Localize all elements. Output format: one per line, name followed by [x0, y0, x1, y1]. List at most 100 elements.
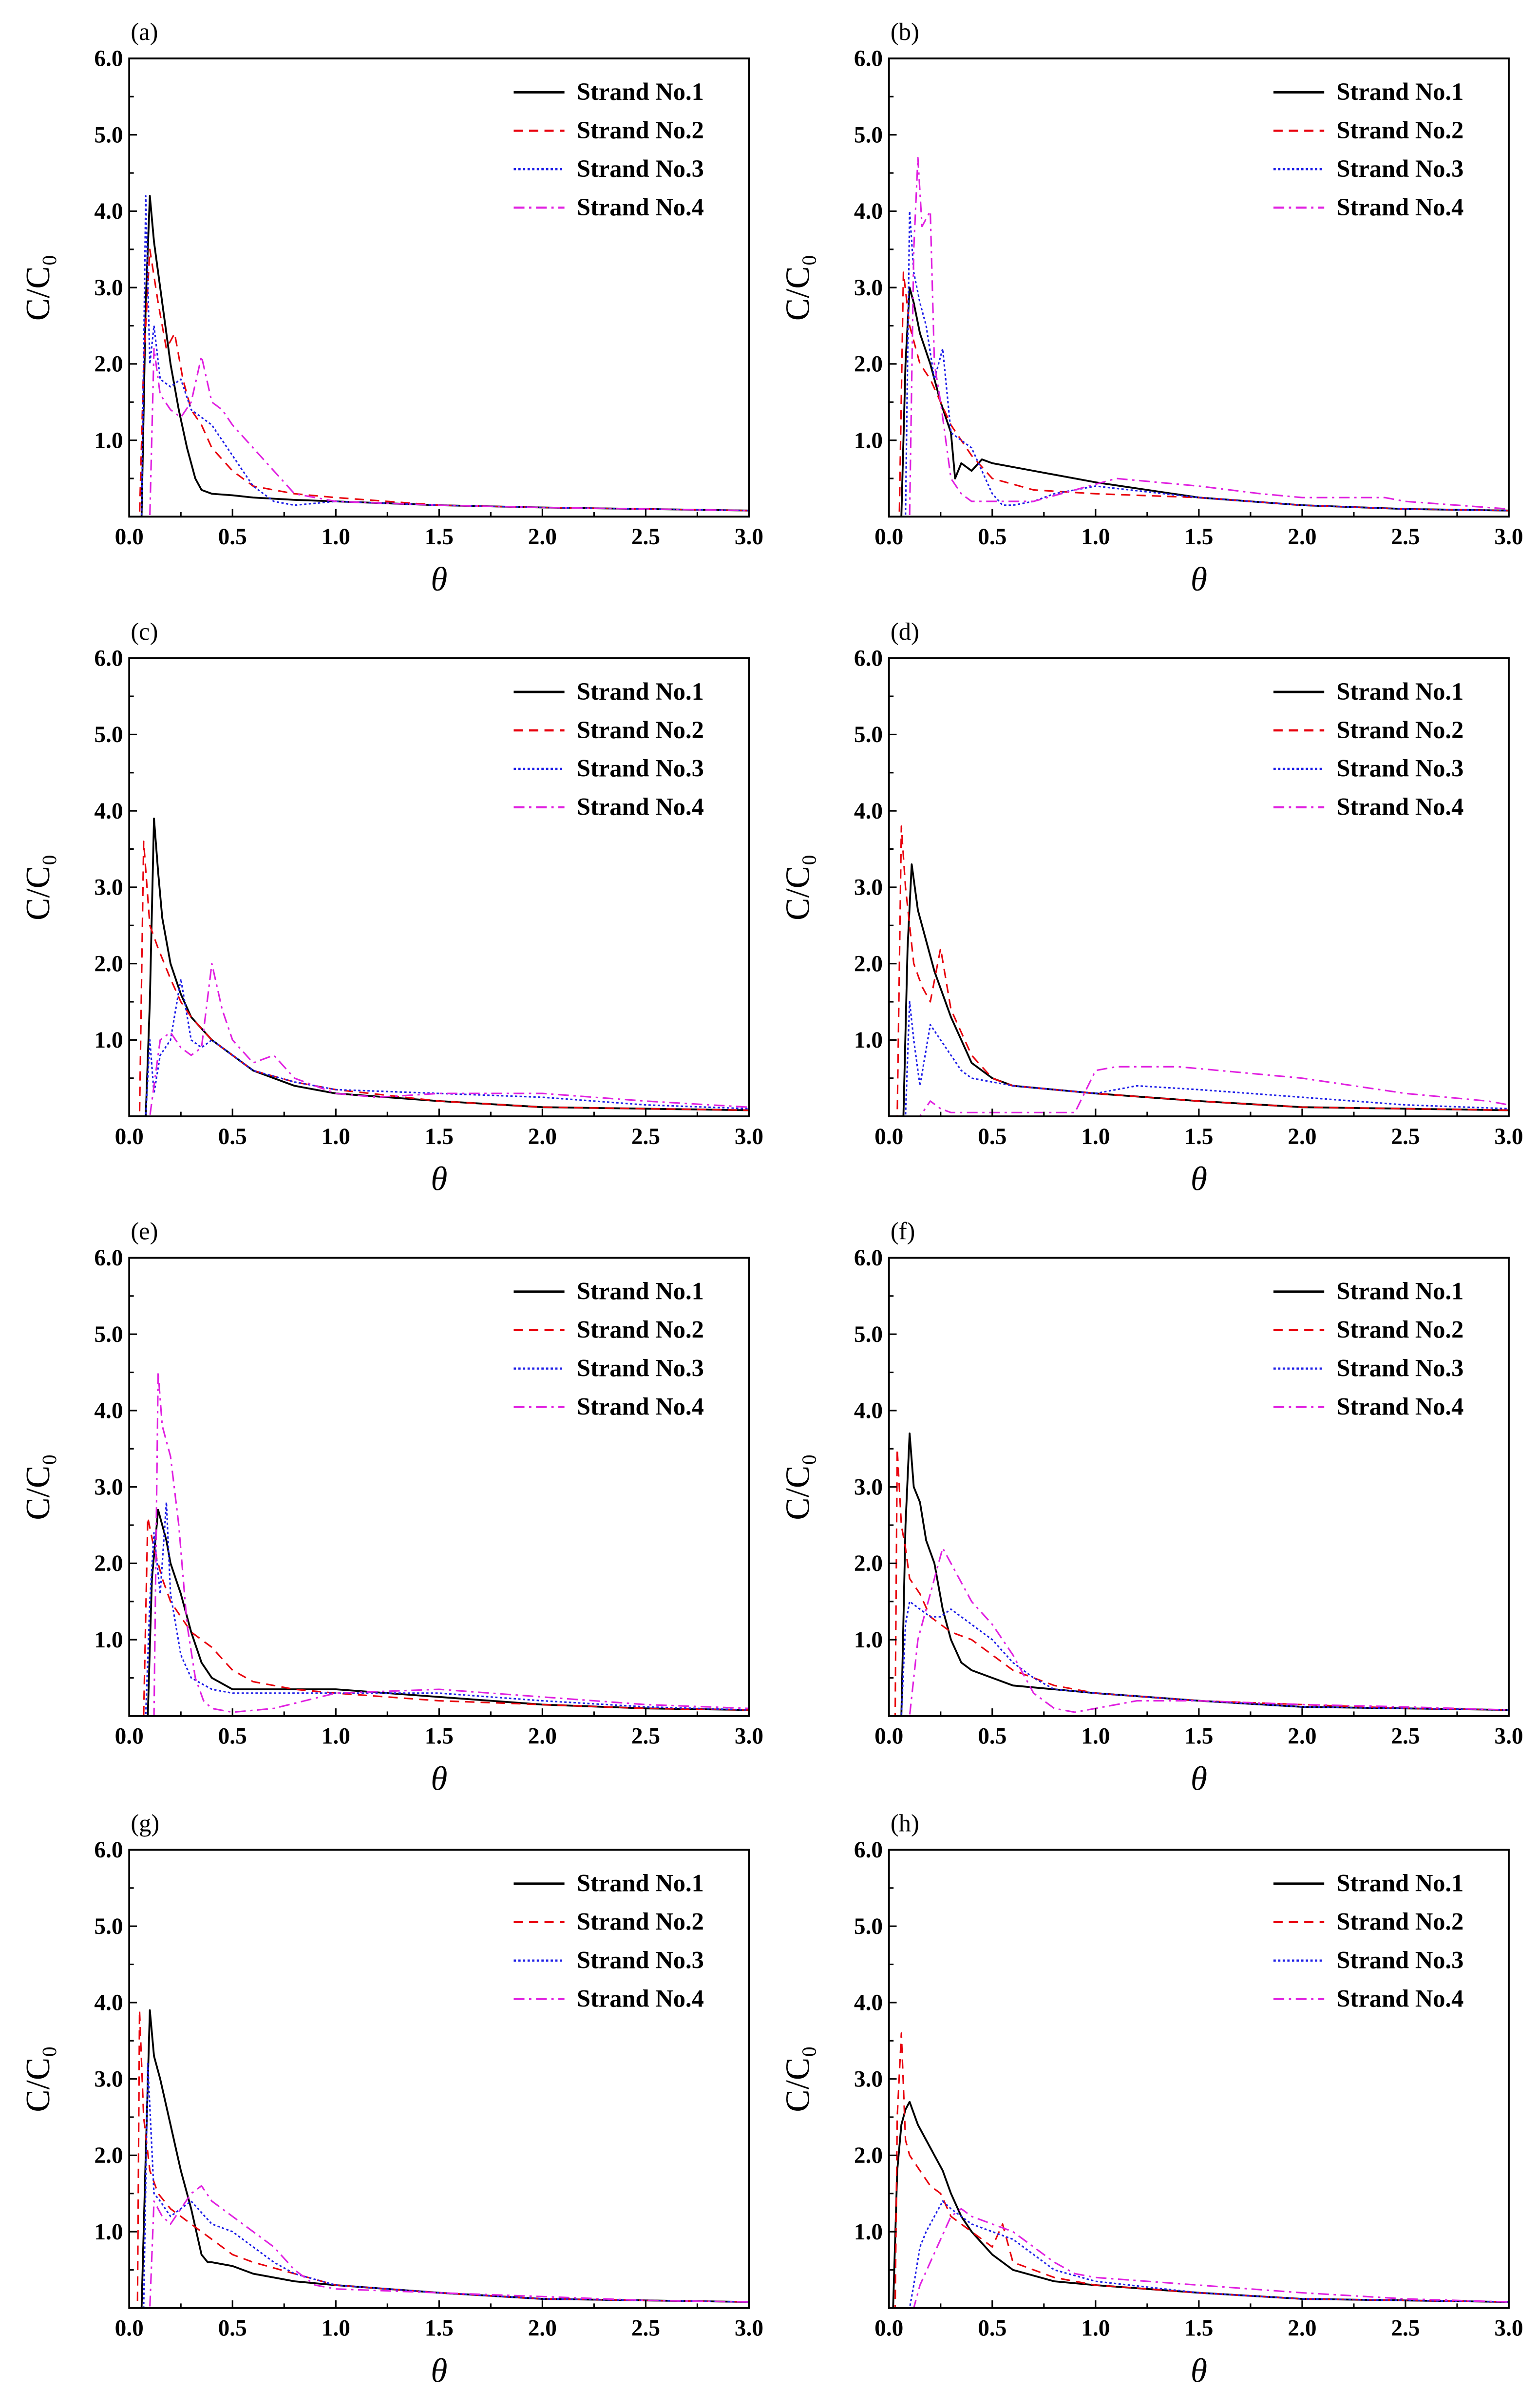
legend-label-3: Strand No.3 — [1336, 155, 1463, 182]
series-line-1 — [129, 817, 749, 1117]
y-tick-label: 3.0 — [854, 1474, 883, 1500]
panel-g: 0.0 0.5 1.0 1.5 2.0 2.5 3.0 1.0 2.0 3.0 4.0 5.0 6.0 (… — [19, 1810, 763, 2390]
series-line-4 — [129, 2185, 749, 2308]
x-axis-label: θ — [1191, 2352, 1207, 2389]
x-axis-label: θ — [431, 561, 447, 598]
series-line-3 — [129, 2063, 749, 2308]
legend-label-1: Strand No.1 — [577, 1278, 704, 1305]
y-tick-label: 4.0 — [854, 1990, 883, 2016]
x-tick-label: 0.5 — [978, 1724, 1006, 1749]
y-tick-label: 5.0 — [94, 122, 123, 148]
x-tick-label: 3.0 — [735, 1124, 763, 1149]
series-line-1 — [129, 2009, 749, 2308]
y-tick-label: 1.0 — [94, 2219, 123, 2245]
y-tick-label: 4.0 — [94, 799, 123, 824]
legend-label-2: Strand No.2 — [577, 1908, 704, 1935]
x-tick-label: 0.0 — [874, 1724, 903, 1749]
x-tick-label: 2.0 — [528, 2316, 557, 2341]
y-tick-label: 3.0 — [94, 1474, 123, 1500]
x-axis-label: θ — [431, 2352, 447, 2389]
legend-label-1: Strand No.1 — [1336, 1870, 1463, 1897]
legend-label-1: Strand No.1 — [577, 678, 704, 705]
legend-label-3: Strand No.3 — [1336, 755, 1463, 782]
panel-e: 0.0 0.5 1.0 1.5 2.0 2.5 3.0 1.0 2.0 3.0 4.0 5.0 6.0 (… — [19, 1218, 763, 1798]
y-tick-label: 5.0 — [854, 1322, 883, 1347]
y-tick-label: 3.0 — [854, 275, 883, 301]
x-tick-label: 2.0 — [1288, 1724, 1316, 1749]
legend-label-4: Strand No.4 — [1336, 1985, 1463, 2012]
series-line-2 — [129, 841, 749, 1117]
legend-label-4: Strand No.4 — [577, 793, 704, 821]
panel-h: 0.0 0.5 1.0 1.5 2.0 2.5 3.0 1.0 2.0 3.0 4.0 5.0 6.0 (… — [779, 1810, 1523, 2390]
y-tick-label: 4.0 — [854, 1398, 883, 1424]
x-tick-label: 1.0 — [322, 524, 350, 550]
y-tick-label: 4.0 — [854, 799, 883, 824]
series-line-4 — [129, 963, 749, 1117]
series-line-2 — [129, 248, 749, 517]
legend: Strand No.1 Strand No.2 Strand No.3 Strand … — [513, 1870, 704, 2012]
x-tick-label: 2.0 — [528, 1724, 557, 1749]
x-tick-label: 1.5 — [1184, 1124, 1213, 1149]
x-tick-label: 0.0 — [115, 1124, 144, 1149]
series-line-2 — [889, 825, 1509, 1117]
panel-a: 0.0 0.5 1.0 1.5 2.0 2.5 3.0 1.0 2.0 3.0 4.0 5.0 6.0 (… — [19, 18, 763, 598]
legend-label-2: Strand No.2 — [577, 1316, 704, 1343]
x-tick-label: 2.5 — [631, 2316, 660, 2341]
legend-label-1: Strand No.1 — [1336, 1278, 1463, 1305]
y-axis-label: C/C₀ — [779, 854, 817, 920]
legend-label-1: Strand No.1 — [577, 1870, 704, 1897]
x-tick-label: 2.5 — [631, 1724, 660, 1749]
x-tick-label: 0.5 — [218, 1724, 247, 1749]
y-tick-label: 5.0 — [94, 722, 123, 747]
y-tick-label: 4.0 — [94, 1398, 123, 1424]
series-line-1 — [889, 1433, 1509, 1716]
panel-label: (c) — [131, 618, 158, 645]
y-tick-label: 1.0 — [854, 428, 883, 453]
y-tick-label: 6.0 — [854, 1245, 883, 1271]
x-tick-label: 1.0 — [322, 1124, 350, 1149]
panel-label: (b) — [891, 18, 919, 45]
legend: Strand No.1 Strand No.2 Strand No.3 Strand … — [1273, 1278, 1463, 1420]
legend: Strand No.1 Strand No.2 Strand No.3 Strand … — [1273, 678, 1463, 821]
y-tick-label: 1.0 — [94, 428, 123, 453]
x-tick-label: 3.0 — [735, 2316, 763, 2341]
x-tick-label: 1.0 — [322, 2316, 350, 2341]
legend-label-4: Strand No.4 — [1336, 1393, 1463, 1420]
series-line-3 — [889, 1601, 1509, 1716]
series-line-4 — [129, 347, 749, 517]
series-line-1 — [129, 195, 749, 517]
legend-label-4: Strand No.4 — [577, 193, 704, 221]
y-tick-label: 6.0 — [854, 1837, 883, 1863]
y-tick-label: 6.0 — [854, 646, 883, 671]
y-tick-label: 5.0 — [854, 122, 883, 148]
y-tick-label: 5.0 — [854, 722, 883, 747]
legend: Strand No.1 Strand No.2 Strand No.3 Strand … — [1273, 78, 1463, 221]
y-tick-label: 5.0 — [94, 1322, 123, 1347]
legend: Strand No.1 Strand No.2 Strand No.3 Strand … — [513, 78, 704, 221]
x-axis-label: θ — [1191, 1760, 1207, 1797]
legend-label-2: Strand No.2 — [1336, 116, 1463, 144]
series-line-2 — [889, 271, 1509, 517]
series-line-4 — [889, 2208, 1509, 2308]
y-tick-label: 2.0 — [854, 951, 883, 976]
y-tick-label: 2.0 — [854, 2143, 883, 2168]
legend-label-4: Strand No.4 — [577, 1393, 704, 1420]
y-axis-label: C/C₀ — [19, 854, 57, 920]
legend-label-3: Strand No.3 — [577, 755, 704, 782]
y-tick-label: 2.0 — [854, 352, 883, 377]
y-tick-label: 3.0 — [854, 875, 883, 900]
series-line-3 — [889, 1001, 1509, 1117]
x-tick-label: 0.5 — [218, 524, 247, 550]
legend-label-3: Strand No.3 — [577, 155, 704, 182]
x-tick-label: 3.0 — [1494, 1124, 1523, 1149]
x-tick-label: 0.5 — [218, 2316, 247, 2341]
x-tick-label: 2.0 — [528, 524, 557, 550]
x-tick-label: 0.0 — [874, 2316, 903, 2341]
x-tick-label: 2.0 — [1288, 2316, 1316, 2341]
series-line-3 — [129, 978, 749, 1117]
legend-label-3: Strand No.3 — [577, 1354, 704, 1381]
series-line-2 — [129, 1516, 749, 1716]
y-tick-label: 3.0 — [854, 2066, 883, 2092]
x-tick-label: 1.0 — [322, 1724, 350, 1749]
